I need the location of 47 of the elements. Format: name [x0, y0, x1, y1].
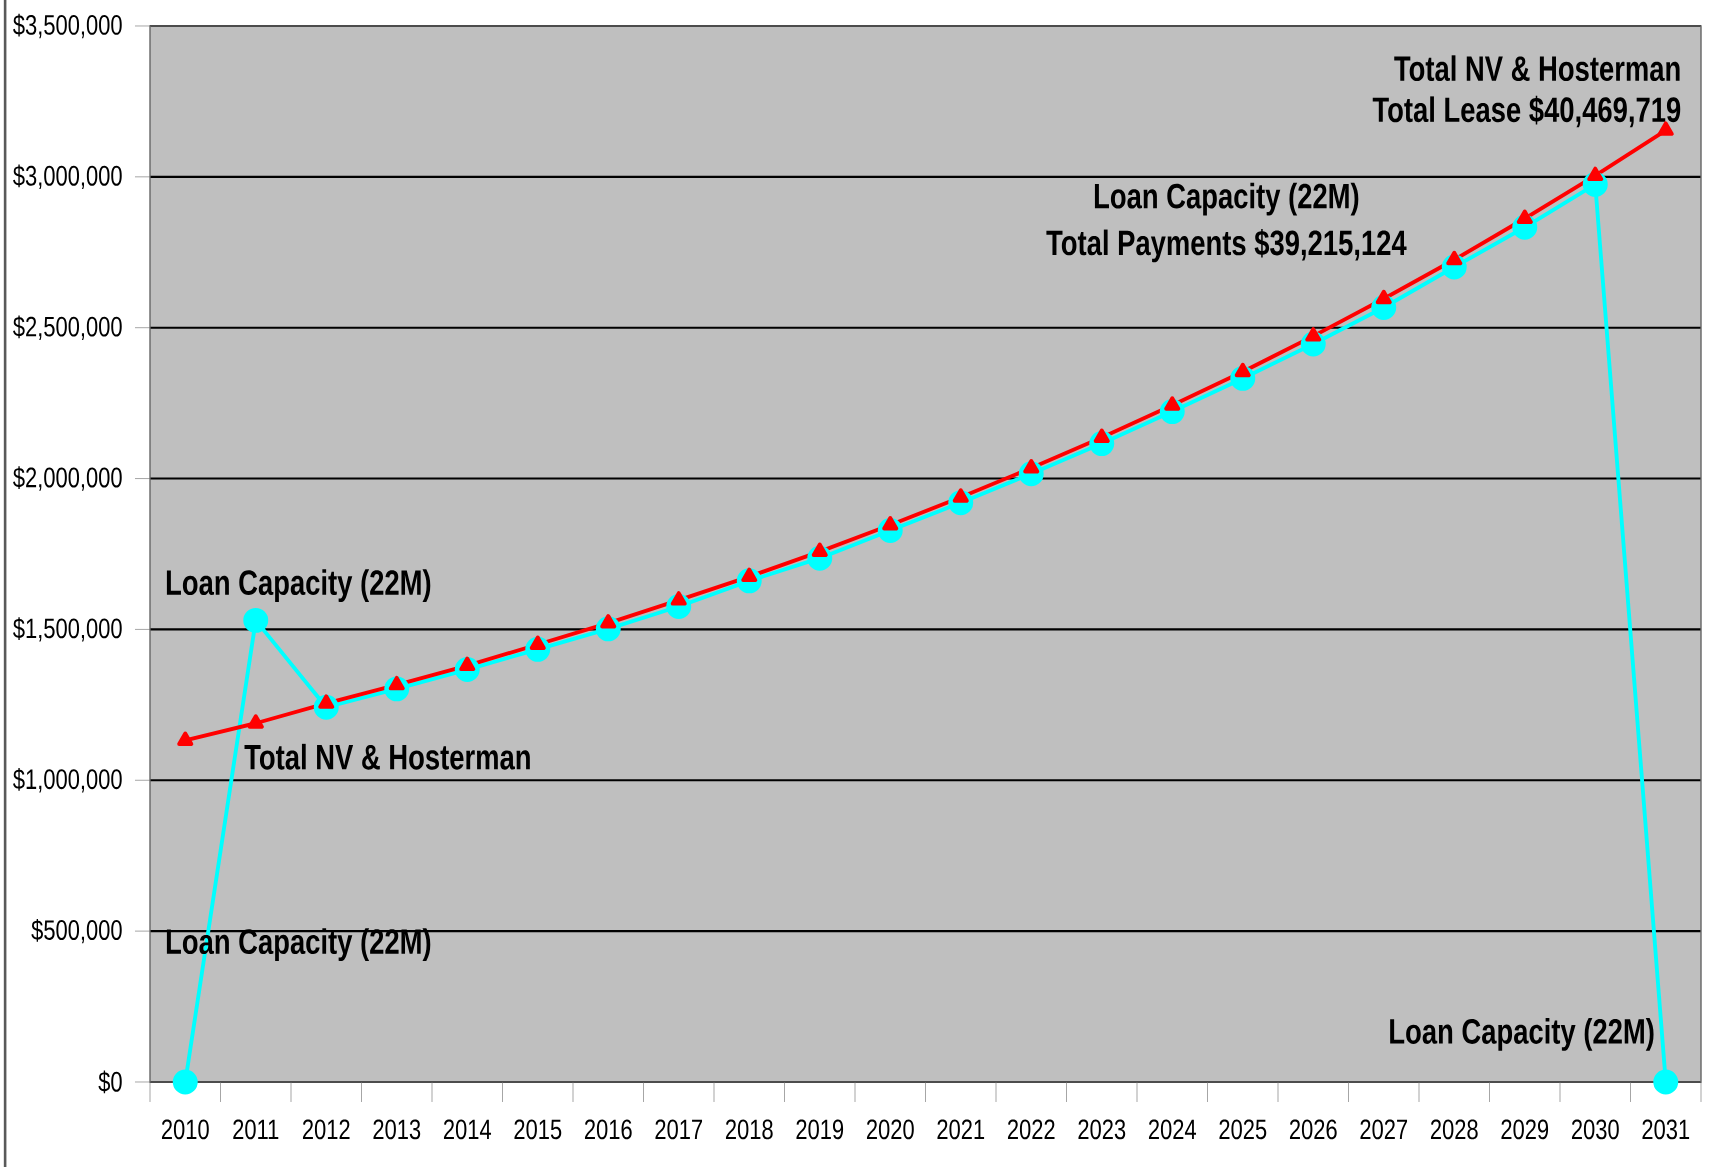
y-tick-label: $3,000,000: [13, 164, 122, 190]
y-tick-label: $2,000,000: [13, 466, 122, 491]
x-tick-label: 2030: [1571, 1119, 1619, 1140]
x-tick-label: 2012: [302, 1119, 350, 1140]
annotation: Total Lease $40,469,719: [1372, 95, 1681, 128]
point: [243, 607, 269, 633]
y-tick-label: $1,000,000: [13, 768, 122, 793]
x-tick-label: 2015: [514, 1119, 562, 1140]
x-tick-label: 2029: [1501, 1119, 1549, 1140]
y-tick-label: $1,500,000: [13, 617, 122, 642]
x-tick-label: 2026: [1289, 1119, 1337, 1140]
point: [1516, 209, 1533, 224]
x-tick-label: 2010: [161, 1119, 209, 1140]
x-tick-label: 2028: [1430, 1119, 1478, 1140]
point: [1305, 327, 1322, 342]
annotation: Total NV & Hosterman: [1394, 55, 1680, 82]
point: [247, 714, 264, 729]
x-tick-label: 2022: [1007, 1119, 1055, 1140]
x-tick-label: 2011: [233, 1119, 279, 1140]
annotation: Total Payments $39,215,124: [1046, 228, 1407, 263]
x-tick-label: 2014: [443, 1119, 492, 1140]
x-tick-label: 2013: [373, 1119, 421, 1140]
y-tick-label: $500,000: [31, 918, 122, 944]
x-tick-label: 2023: [1078, 1119, 1126, 1140]
y-tick-label: $2,500,000: [13, 315, 122, 340]
x-tick-label: 2031: [1642, 1119, 1690, 1140]
y-tick-label: $0: [98, 1070, 122, 1094]
annotation: Loan Capacity (22M): [166, 569, 431, 603]
annotation: Loan Capacity (22M): [1390, 1018, 1654, 1051]
point: [1446, 250, 1463, 266]
x-tick-label: 2024: [1148, 1119, 1197, 1140]
point: [177, 731, 194, 746]
x-tick-label: 2020: [866, 1119, 914, 1140]
y-tick-label: $3,500,000: [13, 13, 122, 39]
x-tick-label: 2018: [725, 1119, 773, 1140]
point: [1587, 166, 1604, 182]
point: [1653, 1069, 1679, 1095]
x-tick-label: 2021: [937, 1119, 985, 1140]
x-tick-label: 2019: [796, 1119, 844, 1140]
x-tick-label: 2027: [1360, 1119, 1408, 1140]
point: [172, 1069, 198, 1095]
point: [1375, 289, 1392, 305]
x-tick-label: 2016: [584, 1119, 632, 1140]
x-tick-label: 2017: [655, 1119, 703, 1140]
x-tick-label: 2025: [1219, 1119, 1267, 1140]
annotation: Loan Capacity (22M): [1094, 182, 1359, 216]
annotation: Total NV & Hosterman: [244, 743, 530, 770]
